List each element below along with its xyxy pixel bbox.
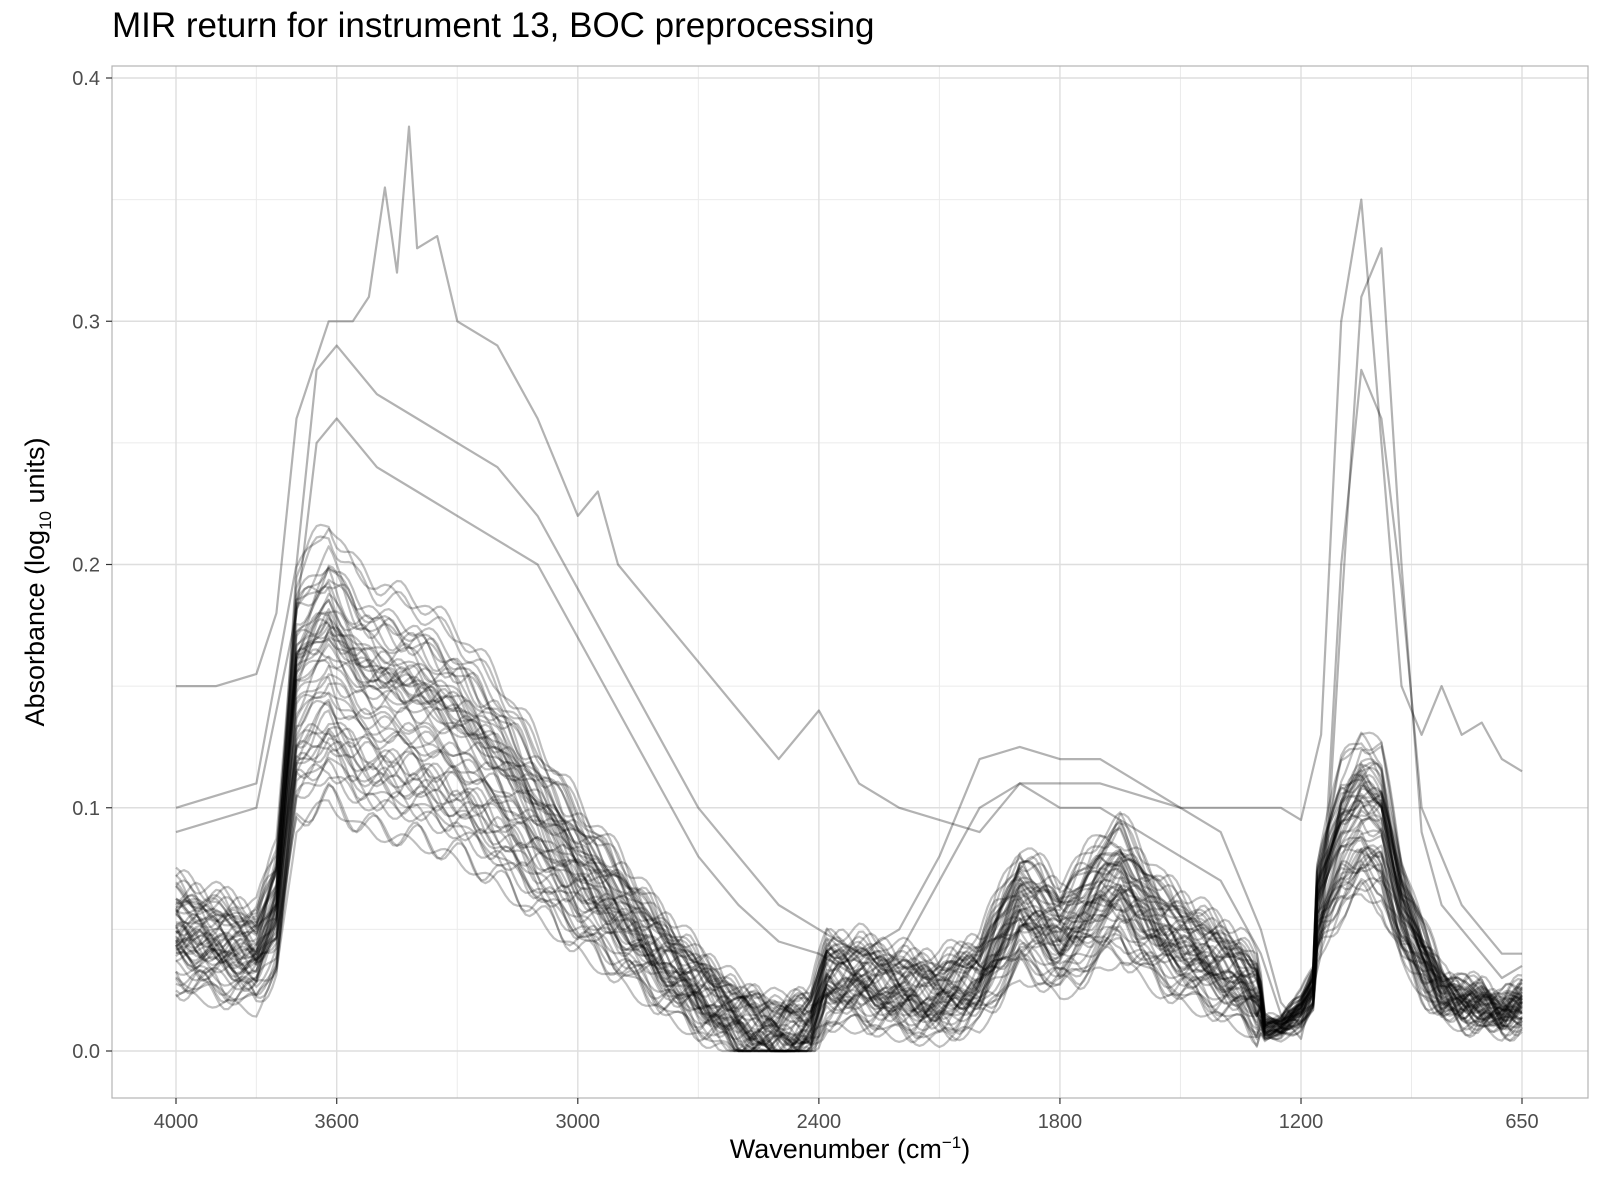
spectrum-line — [175, 721, 1523, 1045]
spectrum-line — [175, 592, 1523, 1053]
spectrum-line — [175, 740, 1523, 1046]
spectrum-line — [176, 125, 1523, 834]
y-axis-title: Absorbance (log10 units) — [20, 437, 55, 726]
spectrum-line — [175, 676, 1523, 1030]
spectrum-line — [175, 758, 1523, 1053]
panel-border — [111, 65, 1589, 1099]
spectrum-line — [175, 730, 1524, 1031]
spectrum-line — [175, 566, 1523, 1023]
x-tick-label: 3600 — [314, 1111, 359, 1133]
spectrum-line — [175, 726, 1523, 1047]
y-tick-label: 0.4 — [72, 68, 100, 90]
spectrum-line — [174, 749, 1523, 1053]
spectrum-line — [175, 756, 1523, 1053]
y-tick-label: 0.1 — [72, 798, 100, 820]
spectrum-line — [175, 727, 1523, 1053]
spectrum-line — [175, 617, 1523, 1031]
x-tick-label: 1200 — [1279, 1111, 1324, 1133]
spectrum-line — [175, 567, 1523, 1025]
spectrum-line — [175, 581, 1523, 1028]
spectrum-line — [175, 611, 1523, 1029]
spectrum-line — [175, 709, 1524, 1031]
x-tick-label: 650 — [1505, 1111, 1538, 1133]
spectrum-line — [175, 631, 1523, 1049]
spectrum-line — [175, 599, 1523, 1022]
y-tick-label: 0.2 — [72, 555, 100, 577]
spectrum-line — [175, 621, 1523, 1026]
spectrum-line — [175, 527, 1523, 1036]
spectrum-line — [175, 247, 1523, 1040]
spectrum-line — [175, 648, 1523, 1053]
spectrum-line — [174, 610, 1523, 1047]
spectrum-line — [175, 691, 1523, 1045]
spectrum-line — [175, 344, 1522, 1028]
spectrum-line — [175, 775, 1523, 1049]
x-tick-label: 1800 — [1038, 1111, 1083, 1133]
spectrum-line — [175, 737, 1523, 1053]
spectrum-line — [174, 626, 1523, 1053]
spectrum-line — [175, 637, 1523, 1044]
spectrum-line — [175, 629, 1523, 1053]
spectrum-line — [175, 643, 1523, 1025]
spectrum-line — [175, 763, 1523, 1047]
x-axis-title: Wavenumber (cm−1) — [730, 1133, 970, 1164]
y-tick-label: 0.3 — [72, 311, 100, 333]
spectrum-line — [175, 564, 1523, 1047]
spectrum-line — [175, 699, 1523, 1033]
spectrum-line — [175, 701, 1523, 1053]
spectrum-line — [175, 624, 1523, 1027]
spectrum-line — [175, 545, 1523, 1053]
spectrum-line — [175, 691, 1523, 1048]
axes: 4000 3600 3000 2400 1800 1200 650 0.0 0.1 0.2 0.3 0… — [20, 68, 1539, 1164]
spectrum-line — [175, 578, 1523, 1025]
spectrum-line — [175, 655, 1523, 1029]
spectrum-line — [175, 682, 1523, 1053]
spectrum-line — [175, 523, 1523, 1024]
spectrum-line — [175, 659, 1523, 1051]
spectrum-line — [175, 583, 1523, 1028]
spectra-lines — [174, 125, 1524, 1053]
spectrum-line — [175, 535, 1523, 1031]
spectrum-line — [175, 618, 1523, 1033]
spectrum-line — [175, 635, 1523, 1028]
x-tick-label: 2400 — [797, 1111, 842, 1133]
spectrum-line — [175, 611, 1523, 1053]
spectrum-line — [175, 722, 1523, 1037]
spectrum-line — [175, 745, 1523, 1046]
chart-title: MIR return for instrument 13, BOC prepro… — [112, 6, 875, 45]
y-tick-label: 0.0 — [72, 1041, 100, 1063]
spectrum-line — [175, 567, 1524, 1020]
x-tick-label: 3000 — [556, 1111, 601, 1133]
spectrum-line — [175, 585, 1523, 1034]
spectrum-line — [175, 598, 1524, 1052]
spectrum-line — [175, 608, 1523, 1053]
spectrum-line — [175, 673, 1523, 1042]
spectrum-line — [175, 799, 1523, 1053]
spectrum-line — [175, 782, 1524, 1053]
spectrum-line — [175, 664, 1523, 1053]
spectrum-line — [175, 731, 1523, 1053]
spectrum-line — [175, 784, 1523, 1053]
grid-lines — [112, 66, 1588, 1098]
x-tick-label: 4000 — [154, 1111, 199, 1133]
spectrum-line — [175, 698, 1524, 1036]
spectrum-line — [175, 637, 1523, 1053]
